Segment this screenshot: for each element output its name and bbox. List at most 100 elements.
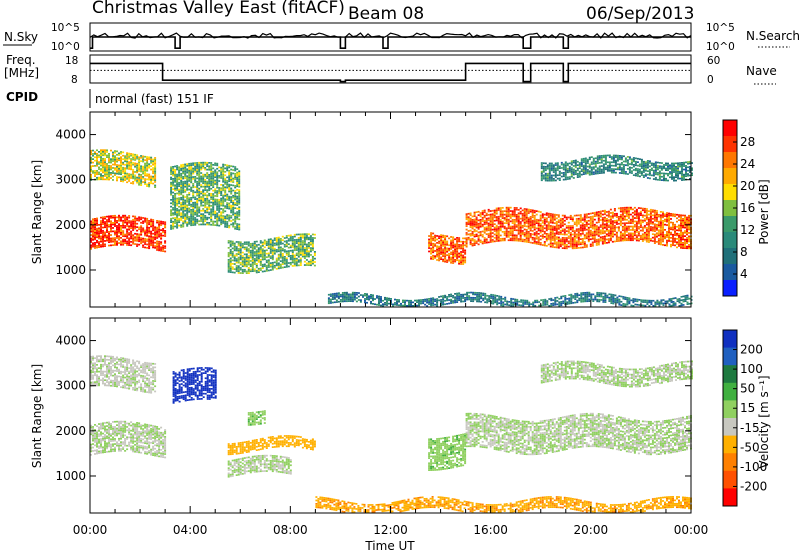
heatmap-cell [523,221,526,224]
heatmap-cell [239,256,242,259]
heatmap-cell [170,212,173,215]
heatmap-cell [118,238,120,241]
heatmap-cell [218,199,221,201]
heatmap-cell [584,160,587,163]
heatmap-cell [584,164,587,167]
heatmap-cell [269,255,272,258]
heatmap-cell [146,226,149,229]
heatmap-cell [639,224,642,227]
heatmap-cell [597,211,600,213]
heatmap-cell [184,191,187,193]
heatmap-cell [428,247,431,249]
heatmap-cell [543,244,546,247]
heatmap-cell [178,173,181,175]
heatmap-cell [301,248,304,251]
heatmap-cell [517,221,520,223]
heatmap-cell [541,220,544,222]
heatmap-cell [164,242,167,244]
heatmap-cell [255,269,258,272]
heatmap-cell [230,179,233,181]
heatmap-cell [176,189,179,191]
heatmap-cell [595,230,598,233]
heatmap-cell [110,168,112,171]
heatmap-cell [666,234,668,237]
heatmap-cell [186,223,189,225]
heatmap-cell [150,222,153,224]
heatmap-cell [688,240,690,243]
heatmap-cell [567,230,570,233]
heatmap-cell [593,234,596,236]
heatmap-cell [196,222,199,224]
heatmap-cell [172,212,175,214]
heatmap-cell [176,173,179,176]
heatmap-cell [234,215,237,218]
heatmap-cell [263,253,266,255]
heatmap-cell [228,202,231,205]
heatmap-cell [551,244,554,246]
heatmap-cell [501,222,504,225]
heatmap-cell [295,233,298,236]
heatmap-cell [124,175,127,178]
heatmap-cell [613,225,616,227]
heatmap-cell [118,235,120,237]
heatmap-cell [529,234,532,237]
heatmap-cell [672,233,674,236]
heatmap-cell [188,164,191,167]
heatmap-cell [519,238,522,241]
heatmap-cell [562,163,565,166]
heatmap-cell [644,164,647,167]
heatmap-cell [638,170,641,172]
heatmap-cell [196,210,199,212]
heatmap-cell [613,233,616,236]
heatmap-cell [267,262,270,265]
heatmap-cell [539,224,542,227]
heatmap-cell [505,213,508,216]
heatmap-cell [569,228,572,231]
heatmap-cell [444,235,447,237]
heatmap-cell [634,174,637,177]
heatmap-cell [204,194,207,197]
heatmap-cell [148,230,151,232]
heatmap-cell [649,219,652,221]
heatmap-cell [541,227,544,229]
heatmap-cell [611,232,614,234]
heatmap-cell [596,160,599,163]
heatmap-cell [666,231,668,233]
heatmap-cell [643,207,646,210]
heatmap-cell [241,272,244,274]
heatmap-cell [684,242,686,244]
heatmap-cell [263,270,266,273]
heatmap-cell [154,228,157,230]
heatmap-cell [460,252,463,255]
heatmap-cell [515,229,518,232]
heatmap-cell [174,172,177,175]
heatmap-cell [245,243,248,245]
heatmap-cell [301,254,304,256]
heatmap-cell [639,214,642,216]
heatmap-cell [654,164,657,167]
heatmap-cell [206,175,209,178]
heatmap-cell [464,241,467,243]
heatmap-cell [611,220,614,222]
heatmap-cell [222,179,225,181]
heatmap-cell [301,243,304,246]
heatmap-cell [238,206,241,209]
heatmap-cell [118,154,120,156]
heatmap-cell [186,189,189,191]
heatmap-cell [452,250,455,252]
heatmap-cell [164,240,167,242]
heatmap-cell [204,216,207,219]
heatmap-cell [434,250,437,252]
heatmap-cell [144,159,147,161]
heatmap-cell [577,221,580,223]
heatmap-cell [104,216,106,218]
nsearch-label: N.Search [746,29,800,43]
heatmap-cell [297,245,300,248]
heatmap-cell [202,163,205,166]
heatmap-cell [515,214,518,216]
heatmap-cell [140,180,143,183]
heatmap-cell [202,189,205,191]
heatmap-cell [550,167,553,170]
heatmap-cell [655,229,658,231]
heatmap-cell [615,235,618,237]
